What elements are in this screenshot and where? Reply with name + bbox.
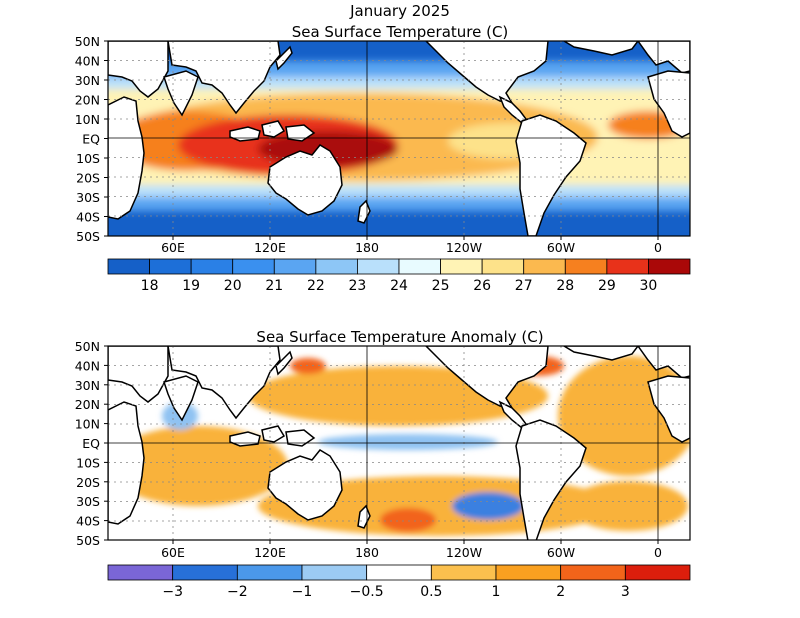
anomaly-lat-label: 10N (75, 417, 100, 432)
sst-map-title: Sea Surface Temperature (C) (292, 23, 509, 41)
sst-colorbar-label: 25 (432, 278, 450, 294)
anomaly-colorbar-swatch (430, 564, 497, 581)
anomaly-lon-label: 60E (161, 545, 185, 560)
anomaly-colorbar-label: 3 (621, 584, 630, 600)
sst-colorbar-label: 27 (515, 278, 533, 294)
anomaly-lat-label: 50N (75, 339, 100, 354)
anomaly-lon-label: 0 (654, 545, 662, 560)
anomaly-map: 50N 40N 30N 20N 10N EQ 10S 20S 30S 40S 50S 60E 120E… (75, 339, 691, 560)
sst-lat-label: 40S (76, 210, 100, 225)
sst-colorbar-swatch (315, 258, 358, 275)
anomaly-map-title: Sea Surface Temperature Anomaly (C) (256, 328, 543, 346)
anomaly-lon-label: 120E (254, 545, 286, 560)
sst-lon-label: 120W (446, 240, 482, 255)
anomaly-colorbar: −3 −2 −1 −0.5 0.5 1 2 3 (107, 564, 691, 600)
sst-colorbar-swatch (481, 258, 525, 275)
anomaly-colorbar-label: 0.5 (420, 584, 442, 600)
anomaly-colorbar-swatch (495, 564, 562, 581)
sst-lat-label: 50S (76, 229, 100, 244)
anomaly-lat-label: 50S (76, 533, 100, 548)
sst-lat-label: 40N (75, 54, 100, 69)
sst-colorbar: 18 19 20 21 22 23 24 25 26 27 28 29 30 (107, 258, 691, 294)
sst-colorbar-swatch (232, 258, 275, 275)
sst-lon-label: 180 (355, 240, 379, 255)
sst-lat-label: 30N (75, 73, 100, 88)
anomaly-lat-label: EQ (82, 436, 100, 451)
sst-lat-label: 20N (75, 93, 100, 108)
sst-lat-label: 20S (76, 171, 100, 186)
anomaly-colorbar-swatch (366, 564, 432, 581)
anomaly-lon-label: 180 (355, 545, 379, 560)
sst-colorbar-swatch (149, 258, 192, 275)
sst-colorbar-swatch (606, 258, 649, 275)
sst-colorbar-swatch (440, 258, 483, 275)
sst-colorbar-swatch (648, 258, 691, 275)
anomaly-lat-label: 40S (76, 514, 100, 529)
sst-lat-label: 10S (76, 151, 100, 166)
anomaly-colorbar-swatch (172, 564, 238, 581)
anomaly-colorbar-swatch (560, 564, 626, 581)
anomaly-lat-label: 20N (75, 397, 100, 412)
sst-lat-label: 10N (75, 112, 100, 127)
sst-colorbar-swatch (398, 258, 441, 275)
sst-lon-label: 0 (654, 240, 662, 255)
anomaly-pos-southern-atlantic (568, 481, 688, 531)
sst-lon-labels: 60E 120E 180 120W 60W 0 (161, 236, 662, 255)
sst-colorbar-swatch (107, 258, 150, 275)
sst-lat-labels: 50N 40N 30N 20N 10N EQ 10S 20S 30S 40S 50S (75, 34, 108, 244)
anomaly-colorbar-label: −2 (227, 584, 248, 600)
sst-lat-label: 30S (76, 190, 100, 205)
anomaly-lon-label: 60W (547, 545, 575, 560)
sst-colorbar-swatch (564, 258, 608, 275)
sst-colorbar-label: 18 (141, 278, 159, 294)
anomaly-lon-labels: 60E 120E 180 120W 60W 0 (161, 540, 662, 560)
sst-colorbar-swatch (273, 258, 317, 275)
anomaly-lat-label: 20S (76, 475, 100, 490)
anomaly-lat-label: 40N (75, 358, 100, 373)
anomaly-lat-label: 30N (75, 378, 100, 393)
anomaly-colorbar-swatch (236, 564, 303, 581)
sst-colorbar-label: 29 (598, 278, 616, 294)
sst-gridlines (108, 41, 690, 236)
sst-colorbar-label: 24 (390, 278, 408, 294)
anomaly-colorbar-swatch (624, 564, 691, 581)
anomaly-colorbar-swatch (301, 564, 368, 581)
sst-colorbar-swatch (190, 258, 234, 275)
anomaly-lat-labels: 50N 40N 30N 20N 10N EQ 10S 20S 30S 40S 50S (75, 339, 108, 548)
anomaly-lon-label: 120W (446, 545, 482, 560)
sst-colorbar-label: 23 (349, 278, 367, 294)
sst-colorbar-label: 20 (224, 278, 242, 294)
anomaly-colorbar-label: 1 (492, 584, 501, 600)
anomaly-colorbar-label: −3 (162, 584, 183, 600)
sst-map: 50N 40N 30N 20N 10N EQ 10S 20S 30S 40S 50S 60E 120E… (75, 34, 691, 255)
sst-lon-label: 120E (254, 240, 286, 255)
sst-colorbar-label: 28 (556, 278, 574, 294)
sst-colorbar-swatch (357, 258, 400, 275)
sst-lat-label: 50N (75, 34, 100, 49)
anomaly-colorbar-label: −1 (292, 584, 313, 600)
anomaly-neg-equatorial (318, 434, 498, 450)
anomaly-colorbar-swatch (107, 564, 174, 581)
sst-colorbar-label: 21 (265, 278, 283, 294)
sst-colorbar-label: 19 (182, 278, 200, 294)
anomaly-lat-label: 30S (76, 494, 100, 509)
anomaly-strong-japan (290, 358, 326, 374)
anomaly-neg-south-east-pacific (452, 492, 524, 520)
figure-title: January 2025 (349, 2, 450, 20)
anomaly-colorbar-label: −0.5 (350, 584, 384, 600)
sst-colorbar-swatch (523, 258, 566, 275)
anomaly-strong-nz-east (380, 508, 436, 532)
sst-colorbar-label: 22 (307, 278, 325, 294)
sst-lon-label: 60W (547, 240, 575, 255)
anomaly-colorbar-label: 2 (556, 584, 565, 600)
anomaly-lat-label: 10S (76, 455, 100, 470)
sst-colorbar-label: 26 (473, 278, 491, 294)
sst-lon-label: 60E (161, 240, 185, 255)
sst-colorbar-label: 30 (640, 278, 658, 294)
sst-lat-label: EQ (82, 132, 100, 147)
